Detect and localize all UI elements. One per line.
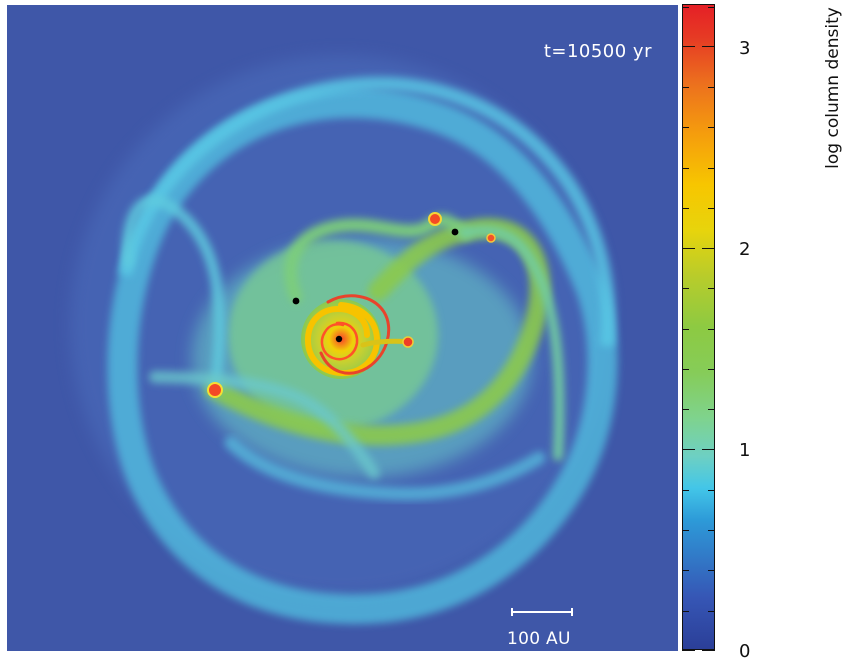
colorbar-minor-tick: [708, 409, 715, 410]
colorbar-tick-1-left: [682, 449, 695, 450]
colorbar-minor-tick: [708, 7, 715, 8]
colorbar-minor-tick: [708, 570, 715, 571]
colorbar-minor-tick: [682, 288, 689, 289]
colorbar-tick-0-left: [682, 650, 695, 651]
scale-bar-line: [511, 611, 573, 613]
time-label: t=10500 yr: [543, 41, 652, 62]
colorbar-minor-tick: [682, 611, 689, 612]
colorbar-minor-tick: [682, 87, 689, 88]
colorbar-minor-tick: [682, 369, 689, 370]
colorbar-tick-3-right: [702, 46, 715, 47]
colorbar-minor-tick: [708, 329, 715, 330]
colorbar-minor-tick: [682, 7, 689, 8]
colorbar-minor-tick: [708, 530, 715, 531]
colorbar-label-2: 2: [739, 239, 751, 260]
colorbar-minor-tick: [708, 127, 715, 128]
scale-bar-left-cap: [511, 608, 513, 616]
colorbar-minor-tick: [708, 168, 715, 169]
colorbar-title: log column density: [823, 7, 843, 169]
colorbar-minor-tick: [682, 208, 689, 209]
colorbar-tick-2-right: [702, 248, 715, 249]
colorbar-minor-tick: [682, 570, 689, 571]
column-density-map: [7, 5, 678, 651]
colorbar-minor-tick: [708, 288, 715, 289]
colorbar-minor-tick: [682, 490, 689, 491]
colorbar: [682, 4, 715, 650]
scale-bar-right-cap: [571, 608, 573, 616]
scale-bar-label: 100 AU: [507, 629, 571, 649]
colorbar-label-1: 1: [739, 440, 751, 461]
colorbar-label-0: 0: [739, 641, 751, 659]
colorbar-minor-tick: [708, 369, 715, 370]
colorbar-minor-tick: [708, 208, 715, 209]
colorbar-minor-tick: [682, 168, 689, 169]
colorbar-label-3: 3: [739, 38, 751, 59]
simulation-panel: t=10500 yr 100 AU: [7, 5, 678, 651]
colorbar-tick-3-left: [682, 46, 695, 47]
colorbar-minor-tick: [708, 611, 715, 612]
scale-bar: [511, 608, 573, 616]
colorbar-minor-tick: [682, 329, 689, 330]
colorbar-minor-tick: [682, 409, 689, 410]
colorbar-minor-tick: [708, 490, 715, 491]
colorbar-tick-0-right: [702, 650, 715, 651]
colorbar-minor-tick: [708, 87, 715, 88]
colorbar-minor-tick: [682, 127, 689, 128]
colorbar-tick-2-left: [682, 248, 695, 249]
colorbar-tick-1-right: [702, 449, 715, 450]
colorbar-minor-tick: [682, 530, 689, 531]
